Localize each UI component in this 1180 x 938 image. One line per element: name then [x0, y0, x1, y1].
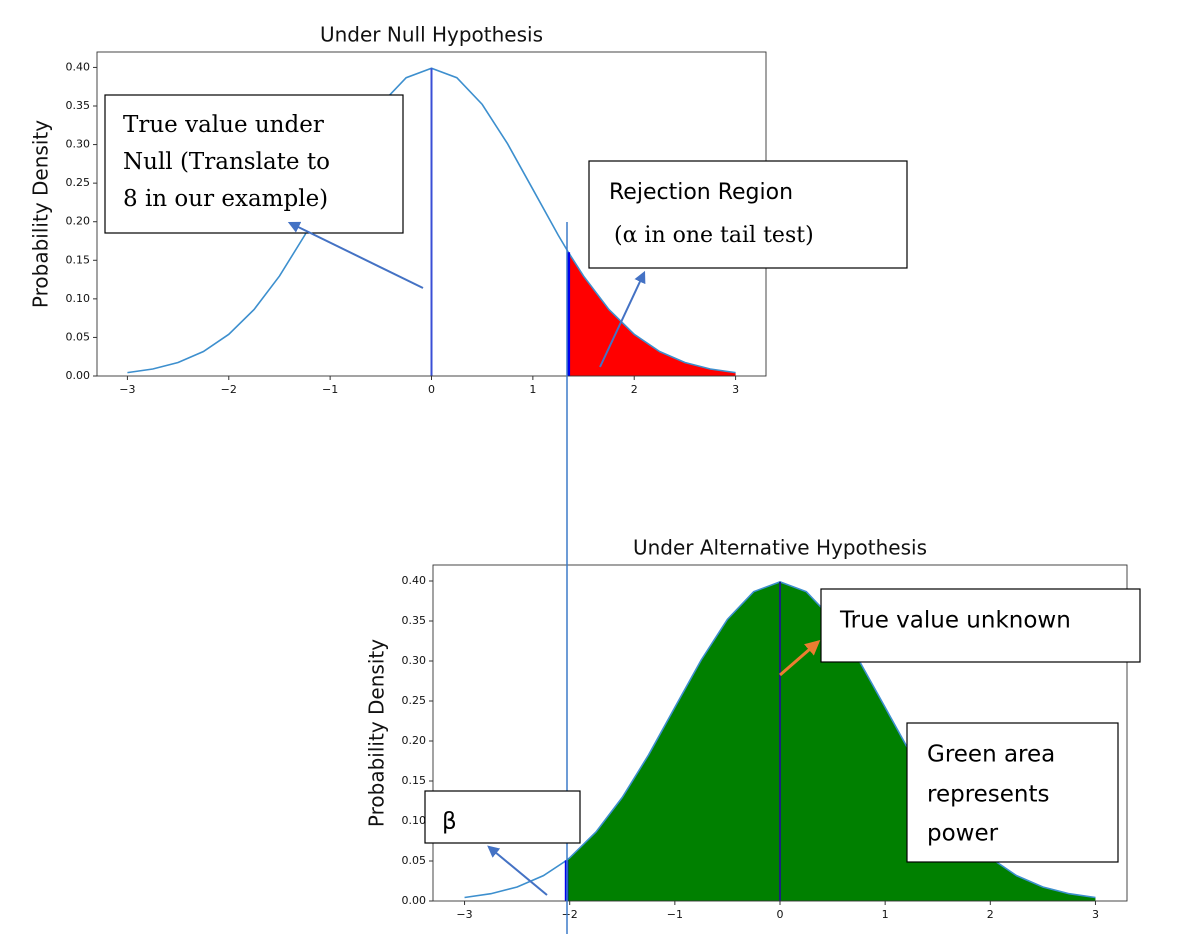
x-tick-label: 0 — [777, 908, 784, 921]
annotation-text: power — [927, 821, 999, 847]
shaded-area — [566, 581, 1096, 901]
y-tick-label: 0.10 — [402, 814, 427, 827]
y-tick-label: 0.15 — [66, 253, 91, 266]
y-tick-label: 0.20 — [66, 215, 91, 228]
y-tick-label: 0.20 — [402, 734, 427, 747]
annotation-box — [906, 722, 1119, 863]
annotation-text: Green area — [927, 742, 1055, 768]
y-tick-label: 0.35 — [66, 99, 91, 112]
annotation-text: 8 in our example) — [123, 186, 328, 212]
y-tick-label: 0.40 — [66, 60, 91, 73]
x-tick-label: −1 — [322, 383, 338, 396]
y-axis-label: Probability Density — [365, 639, 389, 827]
y-tick-label: 0.30 — [66, 138, 91, 151]
x-tick-label: 3 — [1092, 908, 1099, 921]
arrow — [779, 640, 821, 677]
x-tick-label: 1 — [882, 908, 889, 921]
annotations: True value under Null (Translate to 8 in… — [104, 94, 1141, 896]
annotation-box — [104, 94, 404, 234]
x-tick-label: −2 — [562, 908, 578, 921]
y-tick-label: 0.25 — [402, 694, 427, 707]
y-tick-label: 0.05 — [402, 854, 427, 867]
arrow — [487, 845, 548, 896]
annotation-box — [588, 160, 908, 269]
annotation-text: represents — [927, 782, 1050, 808]
x-tick-label: 3 — [732, 383, 739, 396]
annotation-text: (α in one tail test) — [614, 223, 814, 248]
annotation-text: β — [442, 809, 457, 835]
y-tick-label: 0.05 — [66, 330, 91, 343]
arrow — [287, 221, 424, 289]
x-tick-label: 2 — [631, 383, 638, 396]
y-tick-label: 0.40 — [402, 574, 427, 587]
y-tick-label: 0.30 — [402, 654, 427, 667]
x-tick-label: −1 — [667, 908, 683, 921]
x-tick-label: −3 — [456, 908, 472, 921]
x-tick-label: −2 — [221, 383, 237, 396]
chart-title: Under Alternative Hypothesis — [633, 536, 927, 560]
chart-title: Under Null Hypothesis — [320, 23, 543, 47]
shaded-area — [568, 252, 736, 376]
x-tick-label: 2 — [987, 908, 994, 921]
annotation-text: True value unknown — [839, 608, 1071, 634]
y-tick-label: 0.25 — [66, 176, 91, 189]
y-axis-label: Probability Density — [29, 120, 53, 308]
annotation-text: Null (Translate to — [123, 149, 330, 175]
y-tick-label: 0.15 — [402, 774, 427, 787]
y-tick-label: 0.00 — [66, 369, 91, 382]
x-tick-label: 1 — [529, 383, 536, 396]
axes-frame — [432, 564, 1128, 902]
x-tick-label: 0 — [428, 383, 435, 396]
density-curve — [127, 67, 736, 374]
y-tick-label: 0.35 — [402, 614, 427, 627]
y-tick-label: 0.00 — [402, 894, 427, 907]
annotation-text: Rejection Region — [609, 180, 793, 205]
annotation-box — [424, 790, 581, 844]
annotation-box — [820, 588, 1141, 663]
annotation-text: True value under — [123, 112, 324, 138]
x-tick-label: −3 — [119, 383, 135, 396]
y-tick-label: 0.10 — [66, 292, 91, 305]
arrow — [599, 270, 646, 368]
